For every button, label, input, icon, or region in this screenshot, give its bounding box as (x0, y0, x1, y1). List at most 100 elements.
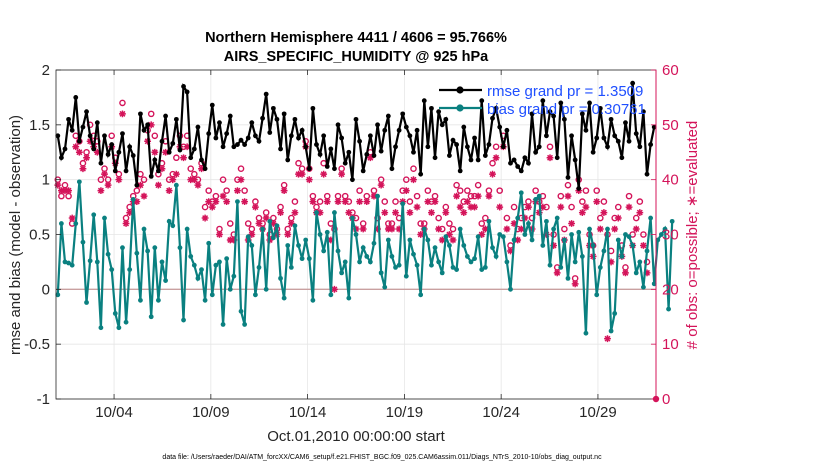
obs-possible-marker (101, 165, 108, 172)
bias-point (407, 237, 413, 243)
rmse-point (533, 149, 539, 155)
y-right-tick-label: 10 (662, 336, 679, 353)
bias-point (439, 270, 445, 276)
obs-possible-marker (568, 203, 575, 211)
bias-point (87, 258, 93, 264)
bias-point (526, 221, 531, 226)
obs-evaluated-marker (388, 225, 396, 233)
obs-evaluated-marker (604, 335, 611, 343)
rmse-point (242, 142, 248, 147)
bias-point (163, 278, 168, 283)
obs-possible-marker (614, 203, 622, 211)
obs-evaluated-marker (571, 280, 579, 288)
y-left-tick-label: 1 (42, 172, 50, 189)
rmse-point (245, 135, 251, 141)
rmse-point (134, 182, 140, 188)
bias-point (475, 234, 481, 240)
rmse-point (324, 164, 330, 169)
obs-evaluated-marker (582, 203, 590, 211)
bias-point (152, 245, 158, 251)
obs-evaluated-marker (356, 198, 363, 205)
obs-possible-marker (507, 242, 514, 249)
obs-evaluated-marker (402, 187, 410, 195)
bias-point (127, 267, 133, 272)
rmse-point (220, 144, 226, 150)
obs-possible-marker (532, 187, 539, 194)
bias-point (69, 262, 75, 268)
obs-possible-marker (492, 143, 500, 151)
obs-possible-marker (356, 187, 363, 194)
bias-point (583, 330, 589, 336)
obs-possible-marker (248, 225, 256, 233)
rmse-point (429, 105, 434, 111)
rmse-point (66, 116, 71, 122)
obs-possible-marker (226, 220, 234, 227)
obs-possible-marker (338, 165, 345, 172)
obs-possible-marker (464, 187, 471, 194)
rmse-point (314, 142, 319, 147)
bias-point (576, 229, 582, 235)
bias-point (608, 328, 614, 334)
rmse-point (447, 153, 452, 158)
rmse-point (231, 144, 237, 150)
legend-rmse-label: rmse grand pr = 1.3509 (487, 83, 643, 100)
obs-evaluated-marker (607, 258, 615, 266)
obs-possible-marker (402, 176, 410, 183)
rmse-point (353, 116, 359, 122)
obs-evaluated-marker (237, 176, 245, 184)
obs-evaluated-marker (449, 236, 457, 244)
obs-evaluated-marker (65, 187, 72, 195)
bias-point (533, 197, 539, 202)
obs-evaluated-marker (377, 181, 385, 189)
bias-point (493, 254, 499, 259)
rmse-point (529, 111, 535, 117)
legend: rmse grand pr = 1.3509 bias grand pr = 0… (439, 83, 646, 118)
obs-evaluated-marker (557, 203, 565, 211)
rmse-point (328, 146, 334, 152)
y-left-tick-label: -0.5 (24, 336, 50, 353)
rmse-point (217, 120, 222, 126)
obs-evaluated-marker (269, 220, 277, 227)
rmse-point (184, 89, 190, 95)
obs-evaluated-marker (550, 242, 558, 249)
rmse-point (105, 152, 111, 157)
bias-point (339, 270, 345, 276)
obs-evaluated-marker (428, 209, 435, 216)
bias-point (299, 256, 305, 262)
bias-point (472, 256, 477, 262)
obs-evaluated-marker (57, 187, 65, 195)
bias-point (66, 260, 71, 266)
obs-evaluated-marker (467, 203, 475, 211)
bias-point (500, 234, 506, 240)
bias-line (56, 181, 674, 334)
rmse-point (177, 147, 183, 153)
obs-evaluated-marker (596, 225, 604, 233)
rmse-point (94, 120, 100, 126)
obs-evaluated-marker (86, 137, 94, 145)
rmse-point (396, 127, 402, 133)
obs-possible-marker (252, 198, 259, 205)
rmse-point (547, 109, 553, 115)
obs-possible-marker (72, 132, 80, 140)
obs-evaluated-marker (517, 225, 525, 233)
bias-point (518, 190, 524, 196)
bias-point (155, 297, 161, 303)
y-left-tick-label: 0.5 (29, 227, 50, 244)
bias-point (579, 254, 585, 259)
obs-possible-marker (474, 181, 482, 189)
x-tick-label: 10/14 (289, 404, 327, 421)
bias-point (353, 232, 359, 237)
obs-possible-marker (119, 99, 126, 107)
obs-evaluated-marker (327, 236, 335, 244)
bias-point (141, 226, 147, 232)
obs-possible-marker (571, 275, 579, 282)
legend-bias-label: bias grand pr = 0.30761 (487, 101, 646, 118)
bias-point (120, 245, 125, 251)
rmse-point (468, 157, 474, 163)
rmse-point (619, 155, 625, 161)
bias-point (666, 306, 671, 312)
bias-point (529, 237, 535, 243)
obs-possible-marker (309, 192, 317, 200)
obs-evaluated-marker (381, 209, 389, 216)
